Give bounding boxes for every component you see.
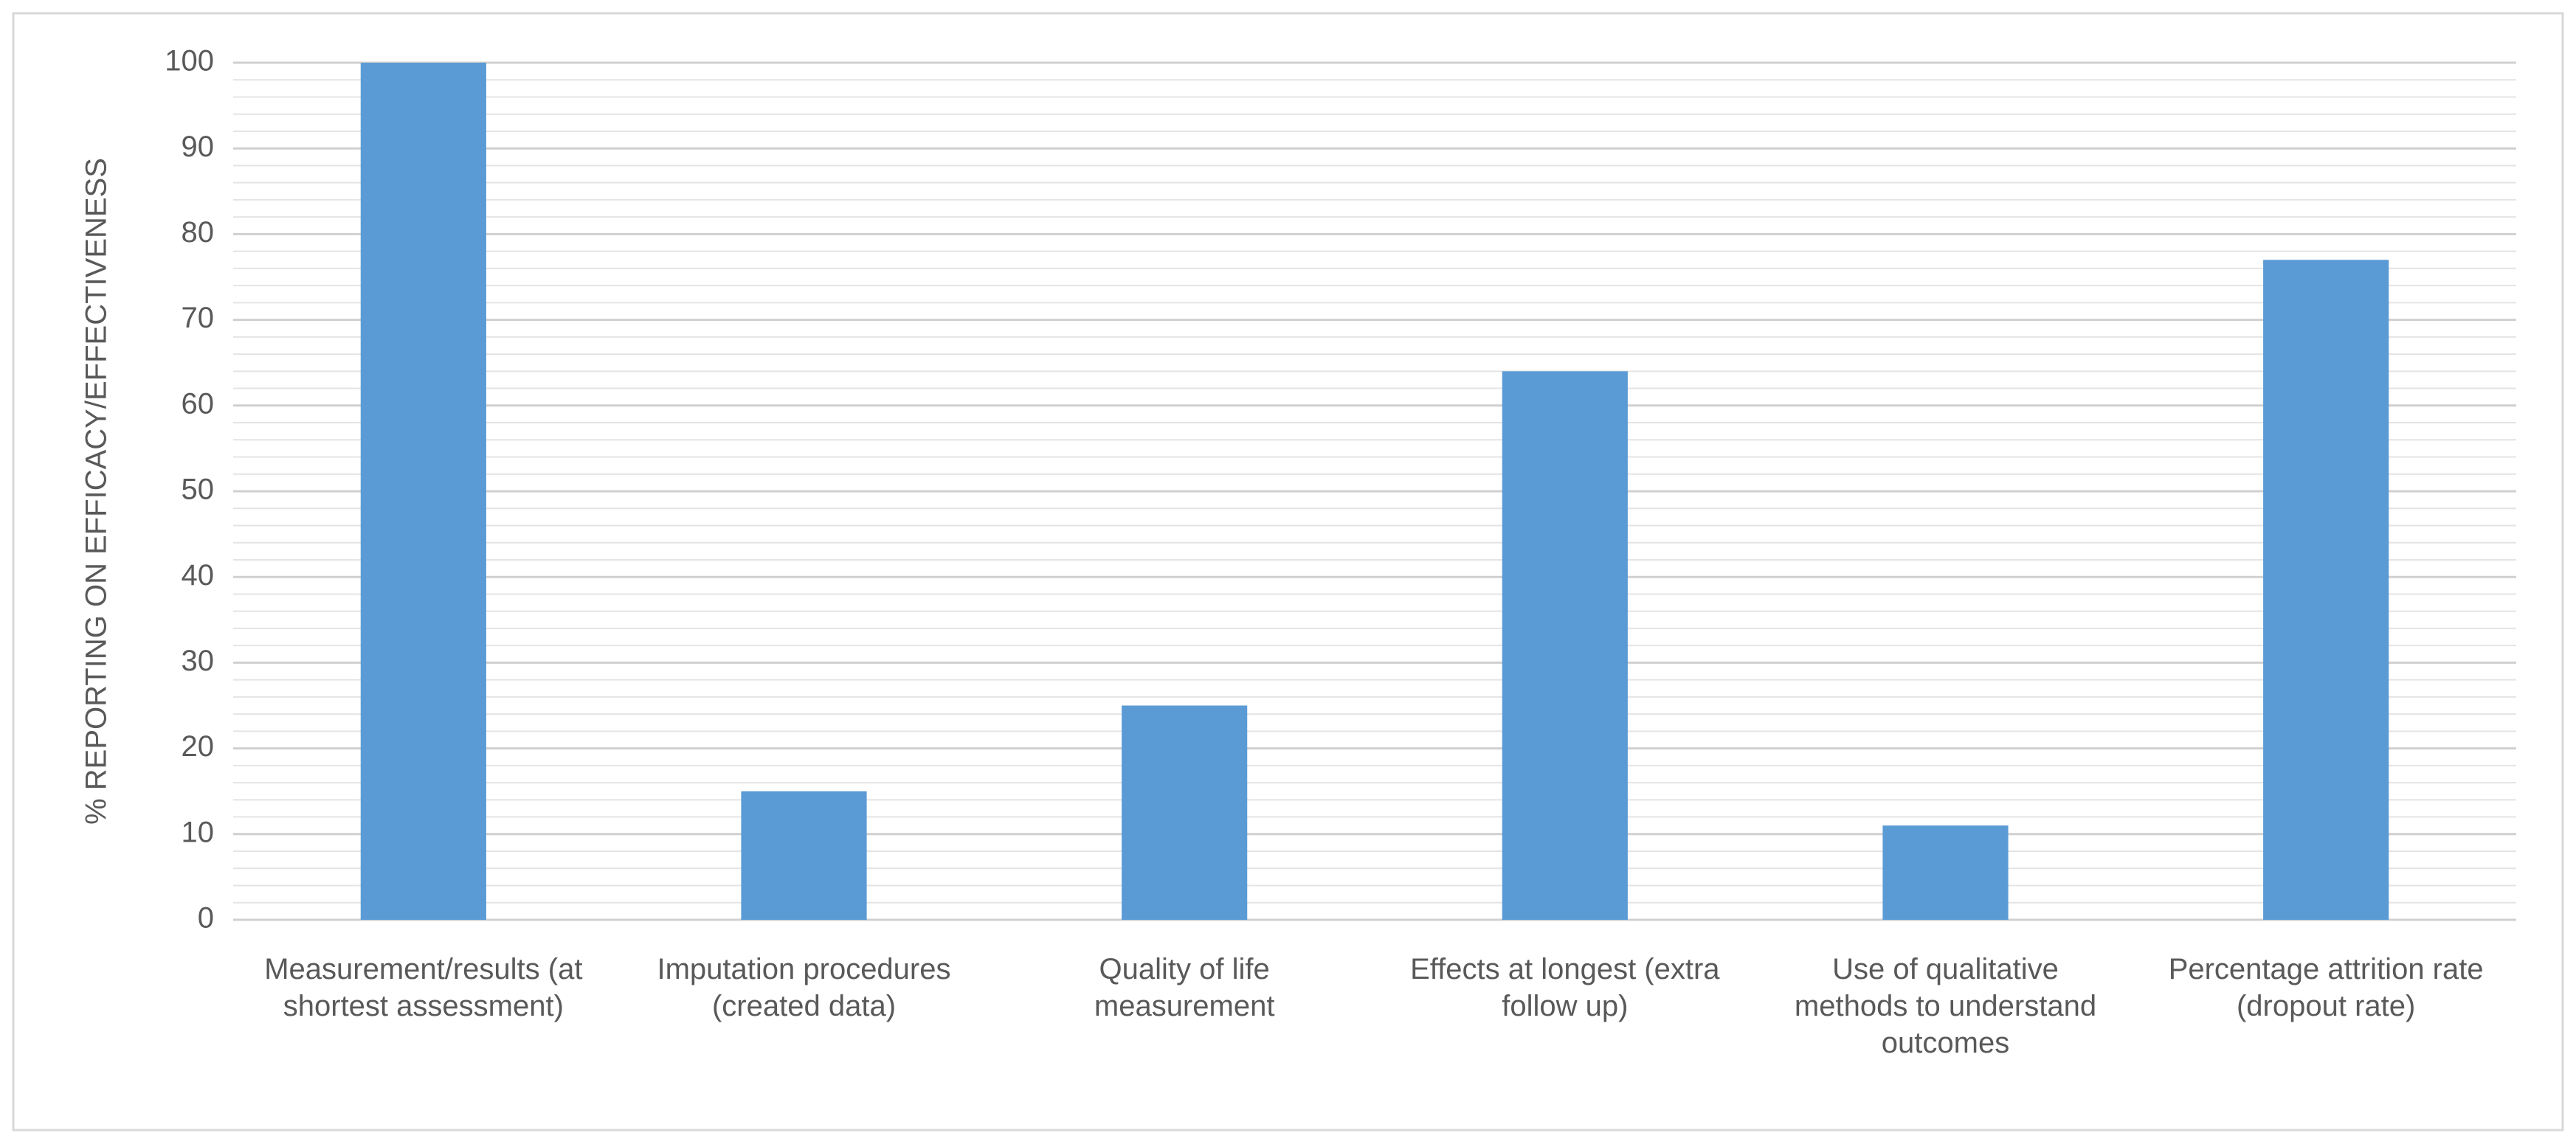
y-tick-label: 70 — [182, 302, 215, 334]
y-tick-label: 100 — [165, 45, 214, 77]
y-tick-label: 20 — [182, 730, 215, 763]
x-tick-label: Measurement/results (at shortest assessm… — [264, 953, 583, 1022]
y-tick-label: 90 — [182, 131, 215, 163]
bar — [2263, 260, 2389, 920]
y-tick-label: 0 — [198, 902, 214, 935]
y-axis-label: % REPORTING ON EFFICACY/EFFECTIVENESS — [80, 158, 113, 825]
bar — [741, 791, 867, 920]
x-tick-label: Quality of life measurement — [1094, 953, 1275, 1022]
bar — [1882, 825, 2009, 920]
x-tick-label: Percentage attrition rate (dropout rate) — [2168, 953, 2484, 1022]
y-tick-label: 30 — [182, 645, 215, 677]
y-tick-label: 60 — [182, 387, 215, 420]
bar — [1502, 371, 1628, 920]
y-tick-label: 10 — [182, 816, 215, 848]
x-tick-label: Effects at longest (extra follow up) — [1410, 953, 1720, 1022]
x-tick-label: Imputation procedures (created data) — [657, 953, 951, 1022]
bar — [1122, 705, 1248, 920]
y-tick-label: 40 — [182, 559, 215, 592]
x-tick-label: Use of qualitative methods to understand… — [1794, 953, 2097, 1059]
y-tick-label: 50 — [182, 474, 215, 506]
y-tick-label: 80 — [182, 216, 215, 249]
bar — [360, 63, 486, 920]
